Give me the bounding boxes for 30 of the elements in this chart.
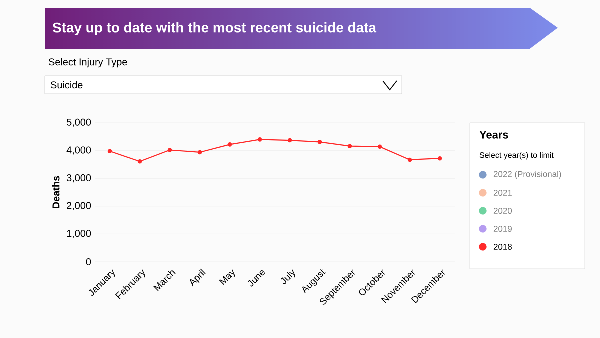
point [258,138,262,142]
point [138,159,142,164]
x-tick-label: May [219,269,236,286]
legend-label: 2019 [494,226,512,232]
y-tick-label: 3,000 [66,174,92,183]
point [198,150,202,155]
y-tick-label: 1,000 [67,230,92,238]
legend-title: Years [480,131,508,139]
y-tick-label: 5,000 [66,118,92,128]
legend-label: 2018 [494,244,512,250]
y-tick-label: 4,000 [66,146,92,155]
y-tick-label: 0 [86,258,92,266]
point [108,149,112,154]
y-tick-label: 2,000 [67,202,92,211]
point [438,156,442,161]
legend-label: 2021 [494,190,512,196]
text: Suicide [50,81,83,89]
legend-label: 2020 [494,208,512,214]
point [408,158,412,162]
point [318,140,322,144]
point [288,138,292,143]
y-axis-title: Deaths [52,176,60,208]
text: Select Injury Type [48,58,128,68]
point [168,148,172,152]
x-tick-label: July [281,270,296,284]
point [228,142,232,147]
point [378,144,382,150]
chart-title: Stay up to date with the most recent suicide data [52,22,377,36]
point [348,144,352,148]
legend-label: 2022 (Provisional) [494,171,562,179]
